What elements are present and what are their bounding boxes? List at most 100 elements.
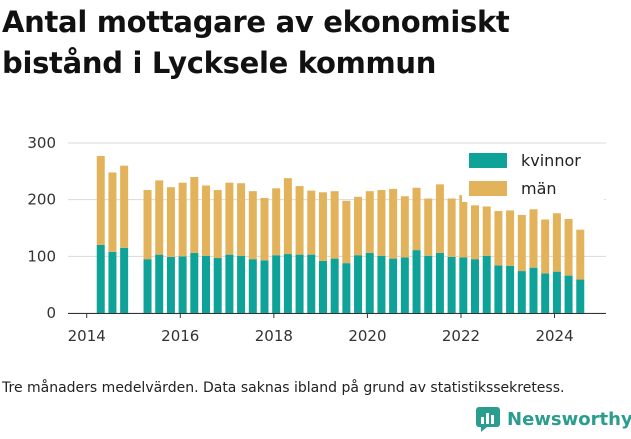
bar-kvinnor [517, 271, 526, 313]
bar-kvinnor [377, 255, 386, 313]
bar-kvinnor [143, 259, 152, 313]
bar-man [248, 191, 257, 260]
bar-man [482, 206, 491, 256]
bar-man [108, 172, 117, 252]
bar-kvinnor [283, 254, 292, 313]
bar-man [237, 183, 246, 256]
bar-kvinnor [494, 265, 503, 313]
bar-kvinnor [166, 256, 175, 313]
chart-title-line-2: bistånd i Lycksele kommun [2, 46, 437, 80]
bar-kvinnor [541, 273, 550, 313]
y-tick-label: 300 [27, 134, 56, 152]
bar-kvinnor [108, 251, 117, 313]
bar-kvinnor [412, 250, 421, 313]
bar-man [412, 187, 421, 251]
bar-man [424, 198, 433, 256]
chart-title-line-1: Antal mottagare av ekonomiskt [2, 5, 510, 39]
bar-kvinnor [342, 263, 351, 313]
bar-man [541, 219, 550, 274]
bar-man [354, 196, 363, 256]
bar-man [459, 195, 468, 258]
bar-kvinnor [389, 258, 398, 313]
bar-man [213, 190, 222, 259]
bar-kvinnor [155, 254, 164, 313]
legend-label-man: män [521, 179, 557, 198]
legend-label-kvinnor: kvinnor [521, 151, 581, 170]
bar-kvinnor [552, 271, 561, 313]
stacked-bar-chart: 0 100 200 300 2014 2016 2018 2020 2022 2024 kvinno… [27, 134, 606, 345]
bar-kvinnor [447, 256, 456, 313]
bar-man [400, 196, 409, 258]
bar-man [178, 182, 187, 257]
bar-kvinnor [471, 259, 480, 313]
bar-man [377, 190, 386, 256]
x-tick-label: 2022 [442, 327, 480, 345]
bar-man [435, 184, 444, 253]
bar-man [295, 186, 304, 255]
bar-kvinnor [529, 267, 538, 313]
bar-man [260, 197, 269, 261]
bar-man [307, 190, 316, 255]
bar-man [318, 192, 327, 261]
y-tick-label: 0 [46, 304, 56, 322]
legend-swatch-kvinnor [469, 153, 507, 168]
bar-kvinnor [354, 255, 363, 313]
bar-man [143, 190, 152, 260]
bar-kvinnor [482, 255, 491, 313]
x-tick-label: 2020 [348, 327, 386, 345]
bar-man [506, 210, 515, 266]
bar-man [576, 229, 585, 280]
bar-kvinnor [459, 257, 468, 313]
bar-man [342, 200, 351, 264]
bar-man [96, 156, 105, 245]
bar-kvinnor [225, 254, 234, 313]
x-tick-label: 2024 [535, 327, 573, 345]
bar-man [272, 188, 281, 256]
bar-man [202, 185, 211, 256]
bar-man [389, 188, 398, 259]
bar-kvinnor [307, 254, 316, 313]
bar-kvinnor [260, 260, 269, 313]
x-tick-label: 2016 [161, 327, 199, 345]
bar-kvinnor [237, 255, 246, 313]
bar-kvinnor [120, 247, 129, 313]
bar-man [283, 178, 292, 255]
bar-kvinnor [330, 258, 339, 313]
bar-man [447, 198, 456, 257]
bar-man [471, 205, 480, 260]
bar-man [552, 213, 561, 272]
y-tick-label: 100 [27, 247, 56, 265]
bar-kvinnor [202, 255, 211, 313]
chart-title: Antal mottagare av ekonomiskt bistånd i … [2, 2, 602, 84]
bar-kvinnor [318, 260, 327, 313]
bar-kvinnor [365, 252, 374, 313]
chart-caption: Tre månaders medelvärden. Data saknas ib… [2, 380, 565, 396]
legend-swatch-man [469, 181, 507, 196]
bar-kvinnor [272, 255, 281, 313]
bar-kvinnor [213, 258, 222, 313]
bar-man [564, 218, 573, 276]
newsworthy-logo-icon [476, 407, 500, 432]
bar-man [225, 182, 234, 255]
bar-man [494, 211, 503, 266]
bar-kvinnor [424, 255, 433, 313]
x-tick-label: 2014 [68, 327, 106, 345]
bar-man [166, 187, 175, 257]
bar-kvinnor [576, 279, 585, 313]
bar-man [120, 165, 129, 248]
bar-kvinnor [506, 265, 515, 313]
brand-name: Newsworthy [507, 408, 631, 430]
bar-man [155, 180, 164, 255]
bar-man [529, 209, 538, 268]
bar-man [517, 214, 526, 272]
bar-kvinnor [178, 256, 187, 313]
bar-man [365, 191, 374, 253]
brand-logo: Newsworthy [475, 406, 631, 432]
y-tick-label: 200 [27, 191, 56, 209]
bar-man [190, 177, 199, 253]
bar-kvinnor [564, 275, 573, 313]
x-tick-label: 2018 [255, 327, 293, 345]
bar-kvinnor [295, 254, 304, 313]
bar-kvinnor [400, 257, 409, 313]
bar-kvinnor [248, 259, 257, 313]
